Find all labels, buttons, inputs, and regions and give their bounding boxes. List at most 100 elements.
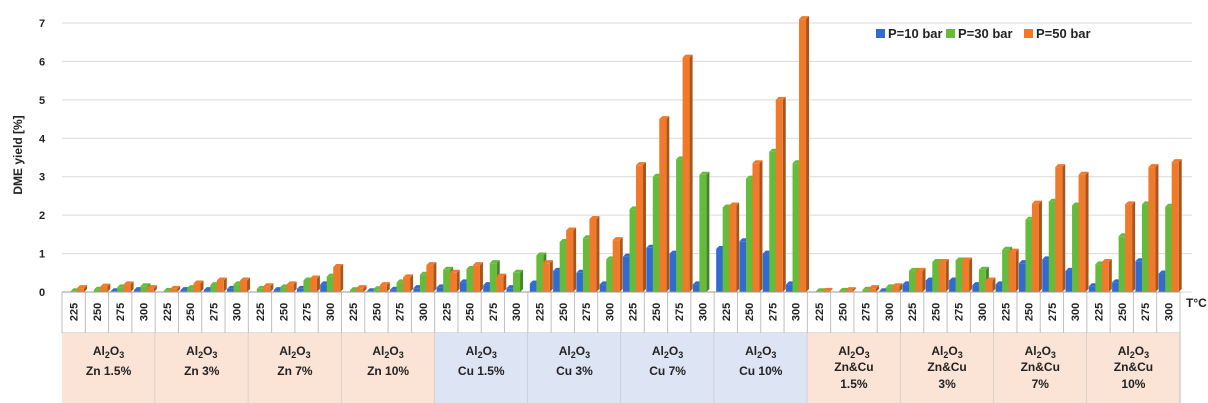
bar-front: [722, 207, 730, 292]
bar-front: [1095, 264, 1103, 292]
bar-front: [699, 174, 707, 292]
bar-front: [296, 288, 304, 292]
bar-front: [623, 256, 630, 292]
bar-side: [177, 285, 181, 292]
x-tick-label: 275: [861, 303, 873, 321]
bar-top: [403, 274, 414, 278]
bar-front: [1112, 282, 1120, 292]
bar-front: [472, 265, 480, 292]
category-cell: [1086, 333, 1180, 403]
bar-top: [1125, 201, 1136, 205]
bar-front: [413, 288, 421, 292]
y-tick-label: 6: [39, 56, 45, 68]
category-formula: Al2O3: [559, 344, 590, 360]
bar-side: [316, 275, 320, 292]
bar-side: [200, 280, 204, 292]
bar-side: [782, 96, 786, 292]
bar-front: [146, 288, 154, 292]
bar-front: [669, 253, 677, 292]
x-tick-label: 275: [488, 303, 500, 321]
bar: [542, 260, 553, 292]
category-cell: [993, 333, 1087, 403]
bar-front: [915, 270, 923, 292]
bar-top: [1055, 164, 1066, 168]
x-axis-label: T°C: [1186, 296, 1207, 310]
bar-front: [419, 274, 427, 292]
y-axis: 0 1 2 3 4 5 6 7: [39, 18, 46, 299]
bar-top: [699, 171, 710, 175]
bar: [659, 116, 670, 292]
bar: [636, 162, 646, 292]
bar: [1101, 259, 1112, 292]
bar: [775, 96, 786, 292]
bar-top: [682, 54, 693, 58]
bar-front: [180, 290, 188, 292]
bar-front: [529, 283, 537, 292]
bar-front: [786, 284, 794, 292]
bar-side: [153, 285, 157, 292]
category-formula: Al2O3: [466, 344, 497, 360]
x-tick-label: 275: [1047, 303, 1059, 321]
category-formula: Al2O3: [745, 344, 776, 360]
x-tick-label: 250: [1117, 303, 1129, 321]
y-tick-label: 5: [39, 95, 45, 107]
bar-front: [646, 247, 654, 292]
x-tick-label: 250: [278, 303, 290, 321]
bar-front: [1025, 219, 1033, 292]
bar-front: [443, 269, 451, 292]
x-tick-label: 225: [534, 303, 546, 321]
bar-top: [333, 264, 344, 268]
bar-top: [426, 262, 437, 266]
x-tick-label: 225: [69, 303, 81, 321]
bar-top: [193, 280, 204, 284]
legend-swatch: [1024, 29, 1033, 38]
bar: [1055, 164, 1066, 292]
y-tick-label: 7: [39, 18, 45, 30]
bar-side: [1015, 248, 1019, 292]
bar-side: [270, 283, 274, 292]
x-tick-label: 275: [581, 303, 593, 321]
x-tick-label: 250: [371, 303, 383, 321]
bar-side: [573, 227, 577, 292]
bar-side: [549, 260, 553, 292]
bar-top: [892, 283, 903, 287]
x-tick-label: 275: [302, 303, 314, 321]
bar: [729, 202, 740, 292]
bar-side: [643, 162, 646, 292]
category-formula: Al2O3: [279, 344, 310, 360]
bar: [985, 277, 996, 292]
bar-side: [1155, 164, 1159, 292]
bar-side: [107, 283, 111, 292]
bar-side: [945, 259, 949, 292]
bar-top: [729, 202, 740, 206]
bar-front: [536, 255, 544, 292]
bar-front: [799, 19, 807, 293]
bar-side: [456, 269, 460, 292]
x-tick-label: 300: [511, 303, 523, 321]
bar-front: [682, 57, 690, 293]
bar-top: [915, 267, 926, 271]
bar-front: [1101, 262, 1109, 292]
category-catalyst: Zn 7%: [277, 364, 313, 378]
x-tick-label: 250: [651, 303, 663, 321]
bar-front: [1148, 167, 1156, 292]
bar-front: [396, 282, 404, 292]
x-tick-label: 300: [698, 303, 710, 321]
bar-front: [449, 272, 457, 292]
bar-front: [716, 248, 724, 292]
x-axis: 225 250 275 300 225 250 275 300 225 250 275 300 225 2…: [61, 291, 1181, 334]
bar: [845, 287, 856, 292]
bar-front: [309, 278, 317, 292]
bar-top: [1148, 164, 1159, 168]
bar-front: [489, 263, 497, 292]
bar-front: [652, 176, 660, 292]
bar-side: [899, 283, 903, 292]
category-cell: [341, 333, 435, 403]
bar-top: [472, 262, 483, 266]
bar-front: [659, 119, 667, 292]
bar-top: [566, 227, 577, 231]
bar-top: [636, 162, 646, 166]
bar: [822, 287, 833, 292]
bar: [449, 269, 460, 292]
x-tick-label: 250: [465, 303, 477, 321]
